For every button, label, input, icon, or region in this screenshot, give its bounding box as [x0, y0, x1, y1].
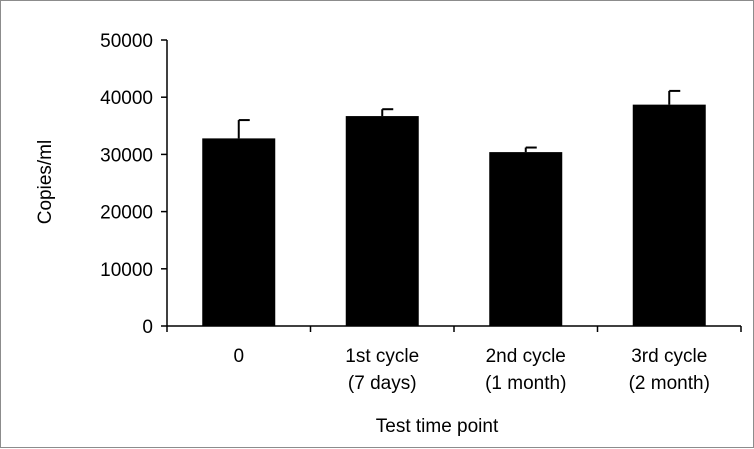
bar	[345, 116, 419, 327]
y-tick-label: 40000	[100, 88, 153, 109]
x-axis-title: Test time point	[376, 416, 499, 437]
x-tick-label: 0	[233, 346, 244, 367]
y-axis: 0 10000 20000 30000 40000 50000	[100, 31, 168, 338]
y-tick-label: 10000	[100, 260, 153, 281]
y-tick-label: 50000	[100, 31, 153, 52]
y-tick-label: 20000	[100, 203, 153, 224]
error-bars	[237, 89, 681, 153]
x-axis: 0 1st cycle (7 days) 2nd cycle (1 month) 3rd …	[166, 325, 742, 394]
y-tick-label: 0	[142, 317, 153, 338]
y-tick-label: 30000	[100, 145, 153, 166]
bars	[202, 104, 706, 327]
x-tick-label: 2nd cycle (1 month)	[485, 346, 566, 394]
bar	[489, 152, 563, 326]
y-axis-title: Copies/ml	[35, 140, 56, 224]
x-tick-label: 3rd cycle (2 month)	[629, 346, 710, 394]
bar	[632, 104, 706, 326]
bar	[202, 138, 276, 326]
x-tick-label: 1st cycle (7 days)	[345, 346, 419, 394]
